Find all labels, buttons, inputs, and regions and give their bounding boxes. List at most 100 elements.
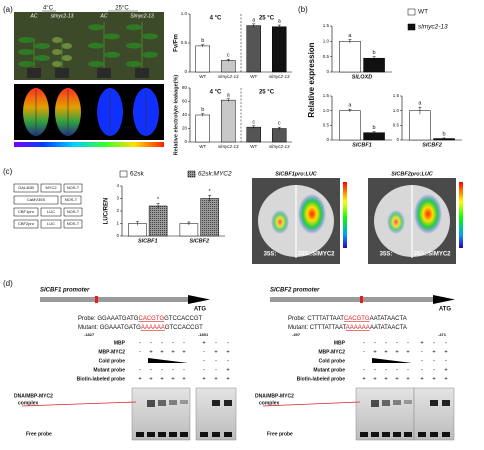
sign: -	[150, 368, 152, 374]
y-axis-label: Relative expression	[307, 42, 316, 117]
free-band	[169, 432, 177, 437]
panel-label: (b)	[298, 5, 308, 14]
complex-band	[442, 400, 450, 406]
y-tick-label: 1.0	[323, 39, 330, 44]
construct-box	[40, 219, 62, 229]
significance-label: a	[348, 103, 352, 109]
position-label: -471	[438, 332, 447, 337]
sign: +	[214, 350, 218, 356]
sign: -	[385, 341, 387, 347]
group-label: 4 °C	[210, 90, 222, 96]
complex-band	[158, 400, 166, 406]
x-tick-label: WT	[250, 74, 257, 79]
leaf	[34, 43, 50, 49]
position-label: -1827	[84, 332, 95, 337]
bar	[179, 223, 199, 237]
sign: +	[444, 377, 448, 383]
significance-label: b	[443, 131, 446, 137]
bar	[195, 45, 211, 73]
promoter	[270, 297, 435, 302]
genotype-label: Slmyc2-13	[130, 13, 154, 19]
y-tick-label: 20	[182, 126, 188, 131]
complex-label: complex	[18, 400, 39, 406]
legend-swatch	[407, 8, 416, 16]
sign: -	[421, 368, 423, 374]
significance-label: c	[278, 121, 281, 127]
row-label: Mutant probe	[313, 367, 345, 373]
sequence-label: Probe:	[78, 316, 96, 322]
y-tick-label: 1.5	[323, 23, 330, 28]
y-tick-label: 1.0	[181, 11, 188, 16]
significance-label: a	[418, 101, 422, 107]
bar	[148, 205, 168, 237]
free-probe-label: Free probe	[26, 431, 52, 437]
sign: -	[172, 368, 174, 374]
sign: -	[363, 350, 365, 356]
position-label: -1801	[198, 332, 209, 337]
free-band	[224, 432, 232, 437]
y-tick-label: 0.5	[323, 123, 330, 128]
free-band	[200, 432, 208, 437]
construct-box	[13, 219, 39, 229]
complex-band	[393, 400, 401, 405]
sequence-part: AATATAACTA	[370, 316, 407, 322]
leaf	[52, 61, 62, 67]
sign: -	[407, 368, 409, 374]
y-axis-label: Fv/Fm	[174, 34, 180, 52]
complex-band	[382, 400, 390, 406]
sign: +	[149, 377, 153, 383]
complex-band	[404, 400, 412, 404]
image-label: 35S:	[264, 252, 277, 258]
construct-box	[40, 183, 62, 193]
sign: +	[226, 377, 230, 383]
sign: +	[182, 350, 186, 356]
bar	[246, 25, 262, 73]
color-scale	[14, 142, 164, 147]
sign: -	[385, 368, 387, 374]
row-label: Cold probe	[319, 358, 346, 364]
bar	[363, 132, 385, 141]
sign: -	[203, 350, 205, 356]
luc-signal	[298, 194, 326, 234]
free-band	[371, 432, 379, 437]
legend-label: 62sk	[130, 171, 144, 178]
free-band	[404, 432, 412, 437]
y-tick-label: 0.5	[393, 123, 400, 128]
row-label: MBP-MYC2	[318, 349, 345, 355]
y-tick-label: 1	[116, 221, 119, 226]
temp-label: 4°C	[43, 6, 54, 12]
sign: -	[433, 359, 435, 365]
row-label: MBP-MYC2	[98, 349, 125, 355]
group-label: 4 °C	[210, 16, 222, 22]
bar	[409, 110, 431, 141]
sequence-part: GGAAATGATG	[97, 316, 138, 322]
y-axis-label: LUC/REN	[104, 198, 110, 225]
promoter-arrow	[433, 295, 455, 304]
image-title: SlCBF1pro:LUC	[275, 171, 318, 177]
sign: -	[183, 341, 185, 347]
construct-label: NOS-T	[65, 197, 78, 202]
leaf	[52, 49, 62, 55]
sign: -	[374, 341, 376, 347]
y-tick-label: 1.5	[323, 93, 330, 98]
group-label: 25 °C	[259, 16, 275, 22]
color-scale	[459, 182, 463, 248]
construct-label: LUC	[47, 209, 55, 214]
significance-label: c	[227, 53, 230, 59]
free-probe-label: Free probe	[267, 431, 293, 437]
sign: +	[171, 350, 175, 356]
sign: -	[445, 359, 447, 365]
y-axis-label: Relative electrolyte leakage(%)	[173, 75, 179, 156]
legend-swatch	[407, 23, 416, 31]
construct-label: CaMV35S	[27, 197, 46, 202]
leaf	[18, 49, 34, 55]
x-tick-label: WT	[199, 74, 206, 79]
construct-label: LUC	[47, 221, 55, 226]
sequence-part: GTCCACCGT	[165, 325, 203, 331]
luc-signal	[271, 210, 289, 234]
sign: +	[138, 377, 142, 383]
significance-label: a	[278, 18, 282, 24]
construct-label: NOS-T	[67, 185, 80, 190]
leaf	[18, 37, 34, 43]
sign: -	[161, 368, 163, 374]
